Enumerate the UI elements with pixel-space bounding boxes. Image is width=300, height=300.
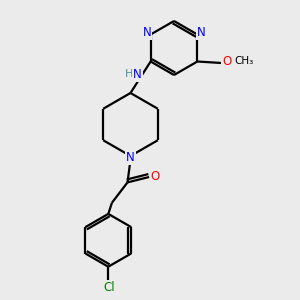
- Text: CH₃: CH₃: [234, 56, 253, 67]
- Text: N: N: [126, 151, 135, 164]
- Text: H: H: [125, 69, 133, 79]
- Text: O: O: [222, 55, 231, 68]
- Text: N: N: [133, 68, 142, 81]
- Text: Cl: Cl: [103, 280, 115, 294]
- Text: N: N: [142, 26, 152, 40]
- Text: O: O: [151, 170, 160, 183]
- Text: N: N: [196, 26, 206, 40]
